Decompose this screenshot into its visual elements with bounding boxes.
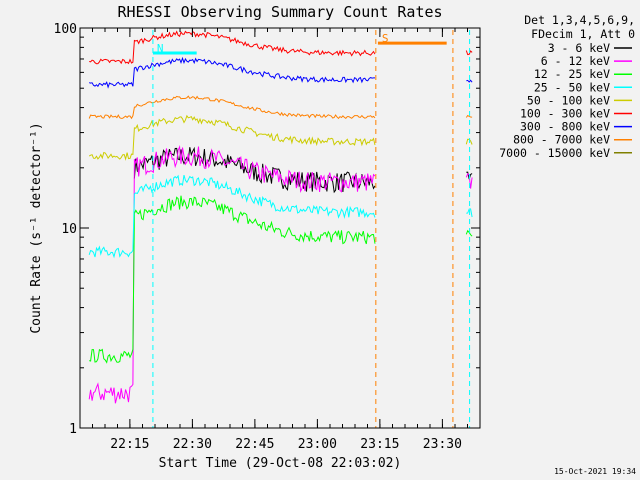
series-trace (88, 174, 473, 259)
legend-label: 800 - 7000 keV (513, 133, 610, 147)
flag-label: S (382, 32, 389, 45)
series-trace (89, 56, 473, 89)
legend-header-line-1: Det 1,3,4,5,6,9, (524, 13, 635, 27)
y-tick-label: 10 (61, 222, 77, 237)
legend-label: 25 - 50 keV (534, 80, 610, 94)
axis-layer: 1 10 100 22:15 22:30 22:45 23:00 23:15 23:30 (54, 22, 480, 452)
y-tick-label: 1 (69, 422, 77, 437)
y-axis-label: Count Rate (s⁻¹ detector⁻¹) (29, 122, 44, 333)
flag-label: N (157, 42, 164, 55)
x-tick-label: 23:15 (360, 437, 399, 452)
series-trace (89, 30, 473, 65)
legend-label: 100 - 300 keV (520, 107, 610, 121)
x-tick-label: 22:45 (235, 437, 274, 452)
x-axis-label: Start Time (29-Oct-08 22:03:02) (159, 456, 402, 471)
footer-date: 15-Oct-2021 19:34 (554, 467, 636, 476)
legend-label: 3 - 6 keV (548, 41, 610, 55)
x-tick-label: 23:00 (298, 437, 337, 452)
legend: Det 1,3,4,5,6,9, FDecim 1, Att 0 3 - 6 k… (499, 13, 635, 160)
marker-layer: NS (152, 30, 471, 428)
x-tick-label: 22:15 (110, 437, 149, 452)
legend-label: 7000 - 15000 keV (499, 146, 610, 160)
chart-title: RHESSI Observing Summary Count Rates (117, 3, 442, 21)
legend-header-line-2: FDecim 1, Att 0 (531, 27, 635, 41)
y-tick-label: 100 (54, 22, 77, 37)
legend-label: 12 - 25 keV (534, 67, 610, 81)
series-trace (88, 95, 473, 120)
x-tick-label: 22:30 (173, 437, 212, 452)
legend-label: 50 - 100 keV (527, 93, 610, 107)
x-tick-label: 23:30 (423, 437, 462, 452)
legend-label: 6 - 12 keV (541, 54, 610, 68)
legend-label: 300 - 800 keV (520, 120, 610, 134)
